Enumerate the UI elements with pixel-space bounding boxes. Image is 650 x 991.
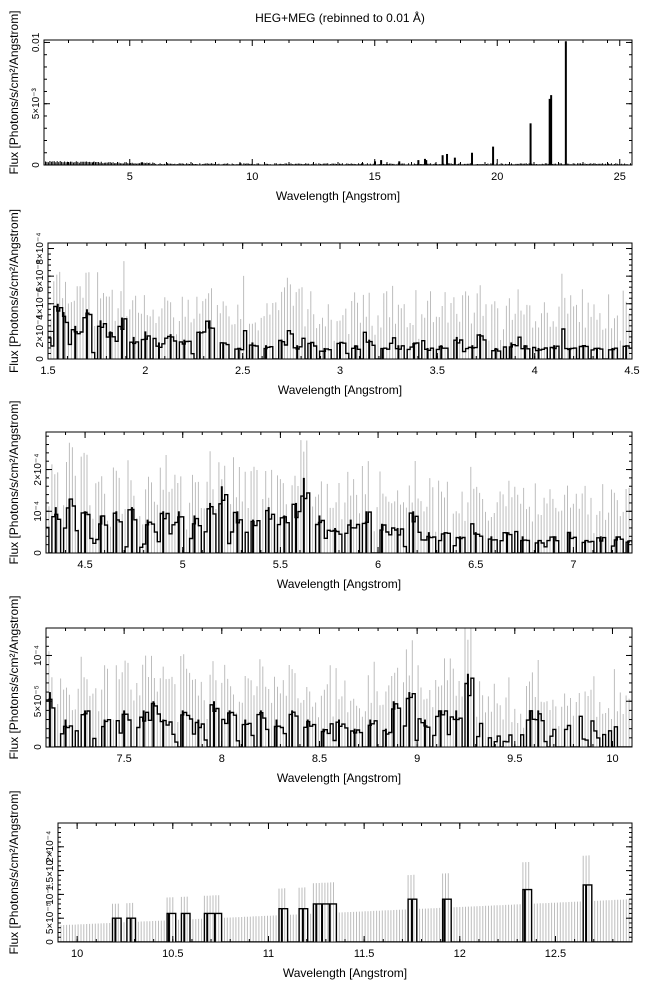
x-tick-label: 20	[491, 171, 503, 183]
x-tick-label: 25	[614, 171, 626, 183]
y-tick-label: 0	[45, 939, 56, 945]
figure-title: HEG+MEG (rebinned to 0.01 Å)	[255, 10, 425, 25]
y-tick-label: 0.01	[31, 32, 42, 52]
panel-4: 7.5 8 8.5 9 9.5 10 0 5×10⁻⁵ 10⁻⁴ Wavelength [Angs…	[7, 595, 633, 785]
y-tick-label: 2×10⁻⁴	[45, 831, 56, 863]
x-tick-label: 4.5	[77, 559, 92, 571]
x-axis-label: Wavelength [Angstrom]	[283, 966, 407, 980]
plot-frame	[43, 39, 633, 166]
y-tick-label: 10⁻⁴	[33, 501, 44, 522]
plot-area	[44, 41, 632, 165]
plot-area	[46, 440, 632, 553]
y-axis-label: Flux [Photons/s/cm²/Angstrom]	[7, 400, 21, 564]
plot-area	[58, 855, 632, 942]
error-bars	[58, 855, 632, 942]
y-axis-label: Flux [Photons/s/cm²/Angstrom]	[7, 790, 21, 954]
spectrum-steps	[46, 677, 632, 747]
x-tick-label: 11	[263, 948, 274, 960]
x-axis-label: Wavelength [Angstrom]	[277, 577, 401, 591]
x-tick-label: 5	[180, 559, 186, 571]
panel-2: 1.5 2 2.5 3 3.5 4 4.5 0 2×10⁻⁴4×10⁻⁴6×10⁻⁴8×10⁻⁴…	[7, 209, 640, 397]
y-tick-label: 1.5×10⁻⁴	[45, 850, 56, 890]
x-tick-label: 3	[337, 365, 343, 377]
x-tick-label: 2	[142, 365, 148, 377]
y-tick-label: 5×10⁻⁵	[33, 685, 44, 717]
y-tick-label: 5×10⁻⁵	[45, 902, 56, 934]
y-tick-label: 0	[31, 162, 42, 168]
spectrum-steps	[46, 492, 632, 553]
plot-area	[48, 261, 632, 359]
x-tick-label: 7	[570, 559, 576, 571]
x-tick-label: 9	[414, 753, 420, 765]
y-tick-label: 8×10⁻⁴	[35, 232, 46, 264]
x-tick-label: 12.5	[545, 948, 566, 960]
y-tick-label: 0	[33, 744, 44, 750]
x-tick-label: 10	[606, 753, 618, 765]
x-tick-label: 5.5	[273, 559, 288, 571]
y-tick-label: 4×10⁻⁴	[35, 288, 46, 320]
x-tick-label: 3.5	[430, 365, 445, 377]
y-axis-label: Flux [Photons/s/cm²/Angstrom]	[7, 595, 21, 759]
x-tick-label: 10	[246, 171, 258, 183]
x-tick-label: 8.5	[312, 753, 327, 765]
y-tick-label: 6×10⁻⁴	[35, 260, 46, 292]
spectrum-steps	[58, 884, 632, 942]
error-bars	[46, 440, 632, 553]
x-tick-label: 10	[71, 948, 83, 960]
x-tick-label: 4.5	[624, 365, 639, 377]
y-tick-label: 0	[33, 550, 44, 556]
y-tick-label: 2×10⁻⁴	[33, 453, 44, 485]
panel-5: 10 10.5 11 11.5 12 12.5 0 5×10⁻⁵10⁻⁴1.5×10⁻⁴2×1…	[7, 790, 633, 980]
x-tick-label: 7.5	[116, 753, 131, 765]
x-tick-label: 1.5	[40, 365, 55, 377]
x-tick-label: 12	[454, 948, 466, 960]
x-axis-label: Wavelength [Angstrom]	[277, 771, 401, 785]
y-tick-label: 10⁻⁴	[33, 645, 44, 666]
y-tick-label: 2×10⁻⁴	[35, 315, 46, 347]
y-tick-label: 5×10⁻³	[31, 87, 42, 119]
x-tick-label: 9.5	[507, 753, 522, 765]
x-tick-label: 6	[375, 559, 381, 571]
y-tick-label: 10⁻⁴	[45, 884, 56, 905]
panel-1: 5 10 15 20 25 0 5×10⁻³ 0.01 Wavelength [Angstrom…	[7, 10, 633, 203]
plot-area	[46, 628, 632, 747]
x-tick-label: 5	[127, 171, 133, 183]
x-tick-label: 8	[219, 753, 225, 765]
x-axis-label: Wavelength [Angstrom]	[278, 383, 402, 397]
x-tick-label: 6.5	[468, 559, 483, 571]
x-tick-label: 11.5	[354, 948, 375, 960]
y-axis-label: Flux [Photons/s/cm²/Angstrom]	[7, 209, 21, 373]
x-tick-label: 2.5	[235, 365, 250, 377]
y-tick-label: 0	[35, 356, 46, 362]
x-tick-label: 15	[369, 171, 381, 183]
panel-3: 4.5 5 5.5 6 6.5 7 0 10⁻⁴ 2×10⁻⁴ Wavelength [Angst…	[7, 400, 633, 591]
y-axis-label: Flux [Photons/s/cm²/Angstrom]	[7, 10, 21, 174]
x-axis-label: Wavelength [Angstrom]	[276, 189, 400, 203]
x-tick-label: 4	[532, 365, 538, 377]
x-tick-label: 10.5	[162, 948, 183, 960]
